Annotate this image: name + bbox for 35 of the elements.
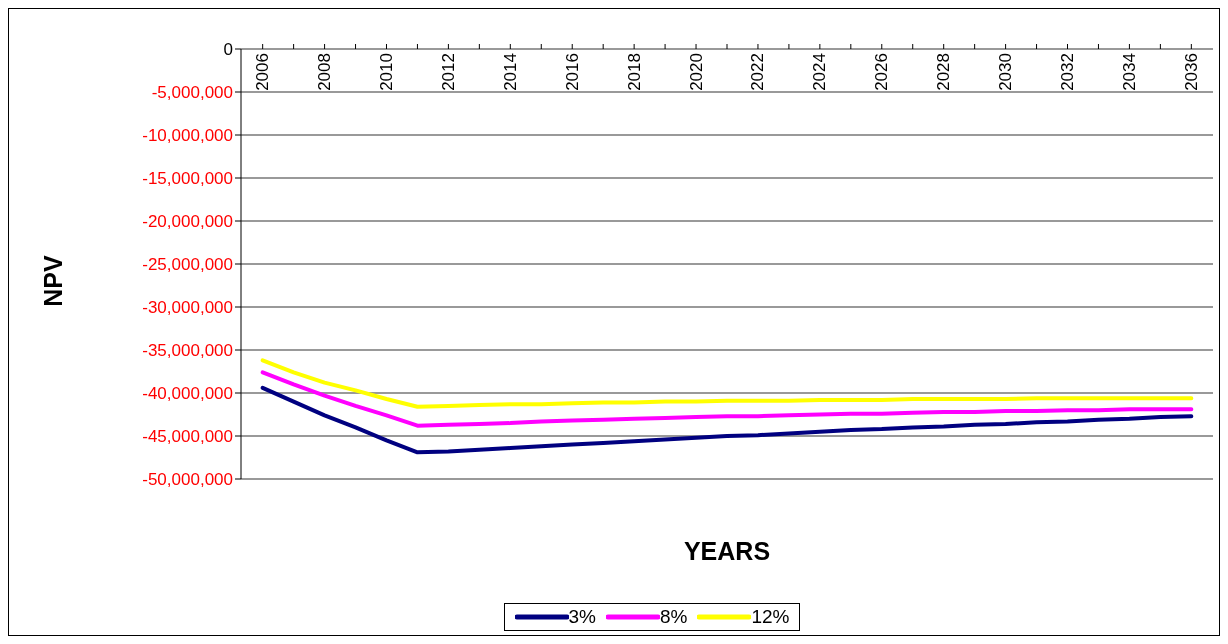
line-series [260,370,1194,428]
x-tick-label: 2012 [438,53,458,91]
line-series [260,358,1194,409]
x-tick-label: 2024 [810,53,830,91]
y-tick-label: 0 [223,39,233,59]
legend-label: 12% [750,606,790,628]
x-tick-label: 2030 [996,53,1016,91]
y-tick-label: -25,000,000 [142,254,233,274]
x-tick-label: 2010 [376,53,396,91]
x-tick-label: 2022 [748,53,768,91]
line-series [260,385,1194,455]
x-tick-label: 2034 [1119,53,1139,91]
x-tick-label: 2016 [562,53,582,91]
y-tick-label: -15,000,000 [142,168,233,188]
x-tick-label: 2008 [315,53,335,91]
x-tick-label: 2020 [686,53,706,91]
x-axis-title: YEARS [682,537,772,566]
y-tick-label: -5,000,000 [151,82,233,102]
x-tick-label: 2028 [934,53,954,91]
x-tick-label: 2006 [253,53,273,91]
y-tick-label: -20,000,000 [142,211,233,231]
y-tick-label: -30,000,000 [142,297,233,317]
legend-label: 3% [567,606,596,628]
x-tick-label: 2026 [872,53,892,91]
y-axis-title: NPV [38,255,68,307]
x-tick-label: 2018 [624,53,644,91]
legend-label: 8% [659,606,688,628]
y-tick-label: -40,000,000 [142,383,233,403]
x-tick-label: 2014 [500,53,520,91]
y-tick-label: -45,000,000 [142,426,233,446]
x-tick-label: 2036 [1181,53,1201,91]
x-tick-label: 2032 [1058,53,1078,91]
y-tick-label: -35,000,000 [142,340,233,360]
y-tick-label: -10,000,000 [142,125,233,145]
y-tick-label: -50,000,000 [142,469,233,489]
